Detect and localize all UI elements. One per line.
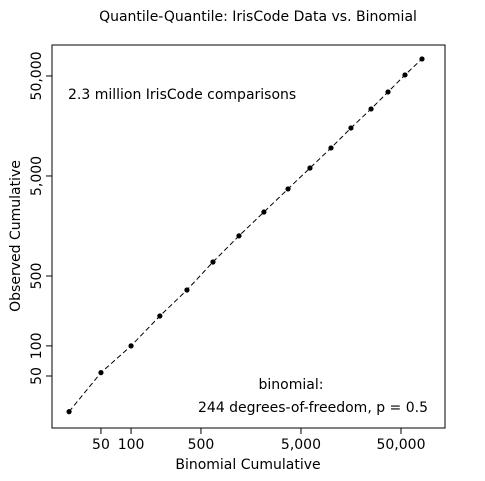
plot-frame <box>51 44 446 429</box>
y-axis-label: Observed Cumulative <box>8 160 24 312</box>
annotation: 2.3 million IrisCode comparisons <box>68 87 296 103</box>
annotation: 244 degrees-of-freedom, p = 0.5 <box>198 400 428 416</box>
point <box>385 89 391 95</box>
point <box>236 233 242 239</box>
x-tick-label: 50,000 <box>376 437 425 453</box>
x-tick-label: 50 <box>92 437 110 453</box>
point <box>348 125 354 131</box>
point <box>285 186 291 192</box>
x-tick-label: 500 <box>188 437 215 453</box>
annotation: binomial: <box>259 377 324 393</box>
point <box>307 165 313 171</box>
x-axis-label: Binomial Cumulative <box>175 457 320 473</box>
point <box>128 343 134 349</box>
point <box>210 259 216 265</box>
point <box>157 313 163 319</box>
point <box>328 145 334 151</box>
point <box>98 370 104 376</box>
y-tick-label: 5,000 <box>29 156 45 196</box>
point <box>368 106 374 112</box>
x-tick-label: 5,000 <box>281 437 321 453</box>
y-tick-label: 100 <box>29 333 45 360</box>
guide-line <box>68 58 423 412</box>
point <box>261 209 267 215</box>
point <box>184 287 190 293</box>
y-tick-label: 50,000 <box>29 51 45 100</box>
x-tick-label: 100 <box>118 437 145 453</box>
point <box>66 409 72 415</box>
y-tick-label: 50 <box>29 367 45 385</box>
y-tick-label: 500 <box>29 263 45 290</box>
chart-title: Quantile-Quantile: IrisCode Data vs. Bin… <box>99 9 417 25</box>
point <box>402 72 408 78</box>
point <box>419 56 425 62</box>
